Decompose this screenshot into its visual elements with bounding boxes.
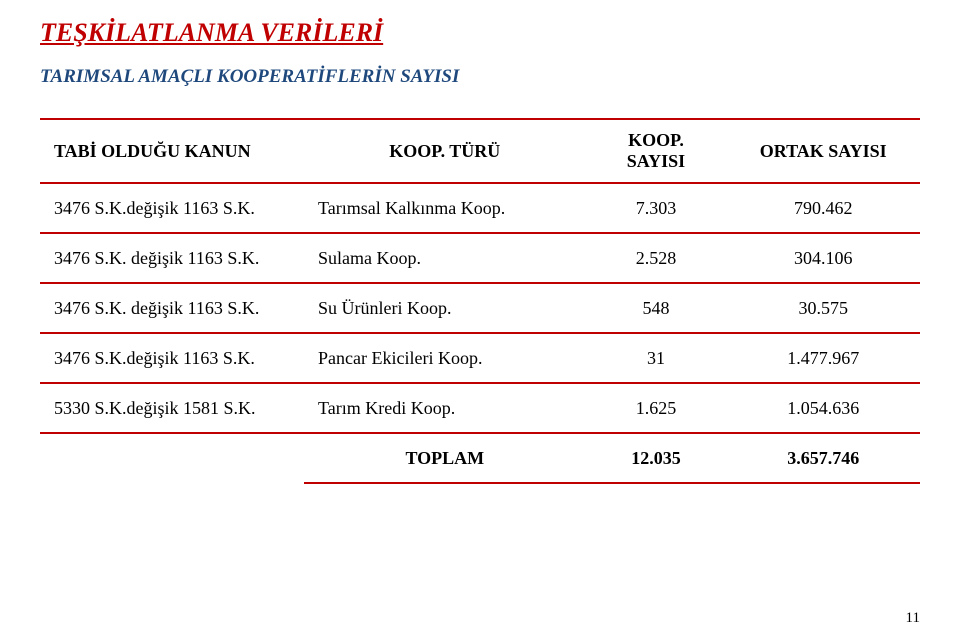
cell-sayisi: 2.528 [586, 233, 727, 283]
cell-kanun: 3476 S.K. değişik 1163 S.K. [40, 233, 304, 283]
th-sayisi: KOOP. SAYISI [586, 119, 727, 183]
th-ortak: ORTAK SAYISI [726, 119, 920, 183]
cell-sayisi: 1.625 [586, 383, 727, 433]
cell-total-sayisi: 12.035 [586, 433, 727, 483]
cell-kanun: 3476 S.K. değişik 1163 S.K. [40, 283, 304, 333]
cell-sayisi: 7.303 [586, 183, 727, 233]
cell-turu: Tarımsal Kalkınma Koop. [304, 183, 586, 233]
cell-kanun: 3476 S.K.değişik 1163 S.K. [40, 183, 304, 233]
cell-ortak: 1.054.636 [726, 383, 920, 433]
cell-total-ortak: 3.657.746 [726, 433, 920, 483]
cell-kanun: 3476 S.K.değişik 1163 S.K. [40, 333, 304, 383]
th-kanun: TABİ OLDUĞU KANUN [40, 119, 304, 183]
cell-ortak: 1.477.967 [726, 333, 920, 383]
table-row: 3476 S.K. değişik 1163 S.K. Sulama Koop.… [40, 233, 920, 283]
table-row: 3476 S.K.değişik 1163 S.K. Pancar Ekicil… [40, 333, 920, 383]
page-title: TEŞKİLATLANMA VERİLERİ [40, 18, 920, 48]
table-header-row: TABİ OLDUĞU KANUN KOOP. TÜRÜ KOOP. SAYIS… [40, 119, 920, 183]
cell-ortak: 790.462 [726, 183, 920, 233]
page-number: 11 [906, 610, 920, 627]
cell-sayisi: 548 [586, 283, 727, 333]
cell-total-blank [40, 433, 304, 483]
cell-kanun: 5330 S.K.değişik 1581 S.K. [40, 383, 304, 433]
page-subtitle: TARIMSAL AMAÇLI KOOPERATİFLERİN SAYISI [40, 66, 920, 88]
th-turu: KOOP. TÜRÜ [304, 119, 586, 183]
cell-ortak: 30.575 [726, 283, 920, 333]
cell-turu: Su Ürünleri Koop. [304, 283, 586, 333]
table-total-row: TOPLAM 12.035 3.657.746 [40, 433, 920, 483]
page: TEŞKİLATLANMA VERİLERİ TARIMSAL AMAÇLI K… [0, 0, 960, 641]
cell-total-label: TOPLAM [304, 433, 586, 483]
coop-table: TABİ OLDUĞU KANUN KOOP. TÜRÜ KOOP. SAYIS… [40, 118, 920, 484]
table-row: 3476 S.K. değişik 1163 S.K. Su Ürünleri … [40, 283, 920, 333]
cell-turu: Pancar Ekicileri Koop. [304, 333, 586, 383]
cell-ortak: 304.106 [726, 233, 920, 283]
cell-turu: Sulama Koop. [304, 233, 586, 283]
cell-sayisi: 31 [586, 333, 727, 383]
cell-turu: Tarım Kredi Koop. [304, 383, 586, 433]
table-row: 5330 S.K.değişik 1581 S.K. Tarım Kredi K… [40, 383, 920, 433]
table-row: 3476 S.K.değişik 1163 S.K. Tarımsal Kalk… [40, 183, 920, 233]
